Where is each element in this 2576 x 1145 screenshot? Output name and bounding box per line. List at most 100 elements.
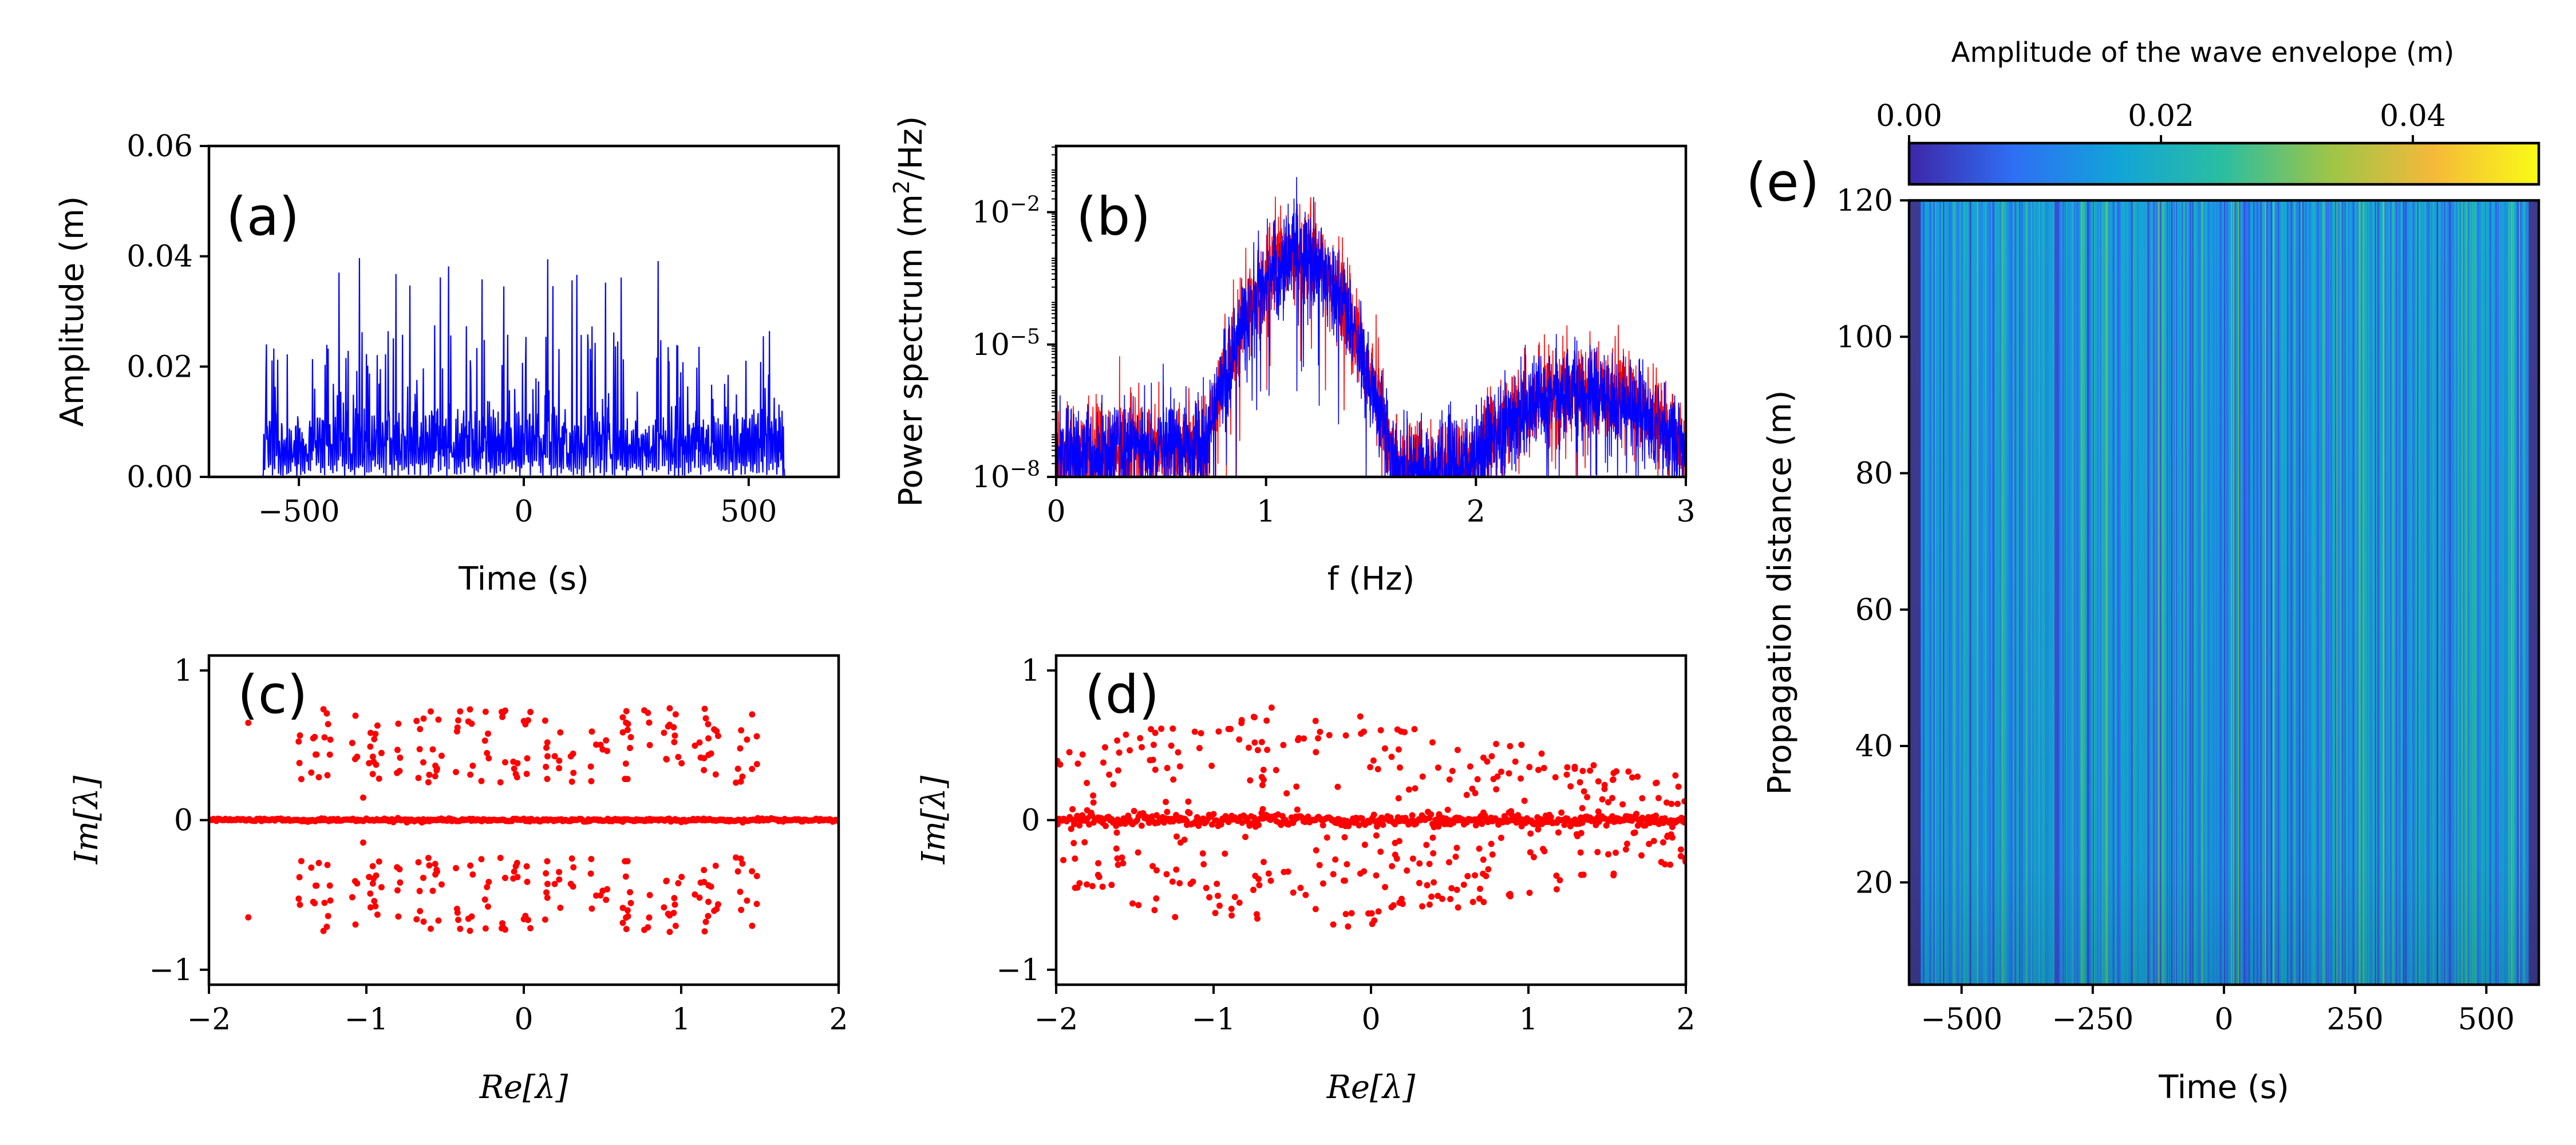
- panel-d-point: [1603, 822, 1610, 829]
- panel-b-series-2: [1056, 177, 1686, 477]
- panel-d-point: [1395, 746, 1402, 753]
- panel-d-point: [1263, 717, 1270, 724]
- panel-c-point: [376, 775, 382, 782]
- panel-d-point: [1590, 762, 1597, 769]
- panel-c-point: [497, 855, 504, 862]
- panel-d-point: [1176, 880, 1183, 887]
- panel-e-y-tick-label-4: 100: [1836, 320, 1893, 354]
- panel-b-x-tick-label-3: 3: [1676, 495, 1695, 529]
- panel-d-point: [1447, 895, 1454, 902]
- panel-d-point: [1668, 800, 1675, 807]
- panel-d-point: [1653, 812, 1660, 819]
- panel-d-point: [1508, 808, 1515, 815]
- panel-d-point: [1373, 832, 1380, 839]
- panel-d-point: [1630, 830, 1637, 836]
- panel-c-point: [588, 855, 595, 862]
- panel-c-y-tick-label-2: 1: [174, 654, 193, 688]
- panel-c-point: [369, 863, 376, 870]
- panel-d-point: [1148, 726, 1155, 733]
- panel-d-point: [1293, 783, 1300, 790]
- panel-d-point: [1365, 910, 1372, 917]
- panel-e-x-tick-label-4: 500: [2458, 1002, 2515, 1037]
- panel-c-point: [670, 724, 677, 731]
- panel-d-point: [1341, 834, 1348, 841]
- panel-d-point: [1552, 774, 1559, 781]
- panel-d-point: [1255, 822, 1262, 828]
- panel-c-point: [327, 736, 334, 743]
- panel-c-point: [367, 729, 374, 736]
- panel-d-point: [1099, 883, 1106, 890]
- panel-c-point: [671, 895, 678, 902]
- colorbar-frame: [1907, 141, 2541, 186]
- panel-b-x-ticks: 0 1 2 3: [1046, 477, 1696, 529]
- panel-c-point: [512, 863, 519, 870]
- panel-c-point: [501, 875, 508, 882]
- panel-d-point: [1070, 840, 1077, 847]
- panel-d-point: [1258, 739, 1265, 745]
- panel-d-point: [1439, 895, 1446, 902]
- panel-c-point: [523, 771, 530, 777]
- panel-c-point: [453, 906, 460, 913]
- panel-d-point: [1340, 877, 1347, 884]
- panel-d-point: [1147, 757, 1153, 764]
- panel-d-point: [1095, 871, 1101, 878]
- panel-d-point: [1283, 790, 1290, 797]
- panel-d-point: [1113, 845, 1120, 852]
- panel-d-point: [1409, 812, 1416, 819]
- panel-c-point: [701, 767, 708, 773]
- panel-c-point: [714, 901, 721, 908]
- panel-b-y-axis-label-sup: 2: [889, 180, 914, 194]
- panel-e-y-tick-label-0: 20: [1855, 866, 1893, 900]
- panel-c-x-tick-label-3: 1: [671, 1002, 690, 1037]
- panel-c-point: [413, 717, 420, 724]
- panel-c-point: [499, 920, 506, 927]
- panel-c-point: [425, 855, 432, 862]
- panel-b-x-tick-label-0: 0: [1046, 495, 1065, 529]
- panel-d-point: [1115, 767, 1121, 774]
- panel-d-point: [1273, 767, 1279, 773]
- panel-d-point: [1380, 822, 1386, 828]
- panel-c-point: [734, 765, 741, 772]
- panel-c-point: [321, 734, 328, 741]
- panel-c-point: [568, 778, 575, 785]
- panel-c-point: [738, 727, 745, 734]
- panel-d-point: [1173, 866, 1180, 873]
- panel-c-point: [544, 776, 551, 783]
- panel-c-point: [323, 923, 330, 930]
- panel-e-x-ticks: −500 −250 0 250 500: [1921, 985, 2515, 1037]
- panel-e-y-tick-label-2: 60: [1855, 593, 1893, 627]
- panel-d-point: [1667, 861, 1674, 868]
- panel-d-point: [1561, 822, 1568, 828]
- panel-d-point: [1526, 889, 1533, 896]
- panel-d-point: [1068, 826, 1074, 832]
- panel-d-point: [1225, 725, 1232, 732]
- panel-d-point: [1206, 894, 1213, 901]
- panel-c-point: [592, 741, 599, 748]
- panel-d-point: [1164, 764, 1171, 771]
- panel-b-y-tick-label-2: 10−2: [972, 192, 1040, 230]
- panel-c-point: [321, 899, 328, 906]
- panel-d-point: [1567, 783, 1574, 790]
- panel-c-point: [646, 719, 653, 726]
- panel-d-point: [1326, 732, 1333, 739]
- panel-c-point: [678, 760, 685, 767]
- panel-c-point: [544, 894, 551, 901]
- panel-c-point: [666, 705, 673, 712]
- panel-d-y-axis-label: Im[λ]: [915, 776, 953, 865]
- panel-d-points: [1056, 704, 1686, 930]
- panel-c-point: [369, 880, 376, 887]
- panel-d-point: [1280, 741, 1287, 748]
- panel-d-point: [1254, 747, 1261, 753]
- panel-c-point: [619, 905, 626, 911]
- panel-c-point: [415, 859, 422, 866]
- panel-c-point: [749, 868, 756, 875]
- panel-c-point: [426, 771, 433, 778]
- panel-d-point: [1472, 789, 1479, 796]
- panel-c-point: [542, 916, 548, 923]
- panel-d-point: [1149, 863, 1156, 870]
- panel-d-point: [1381, 745, 1388, 752]
- panel-d-point: [1581, 788, 1587, 795]
- panel-c-point: [432, 860, 438, 867]
- panel-d-point: [1675, 783, 1682, 790]
- panel-d-point: [1319, 822, 1326, 828]
